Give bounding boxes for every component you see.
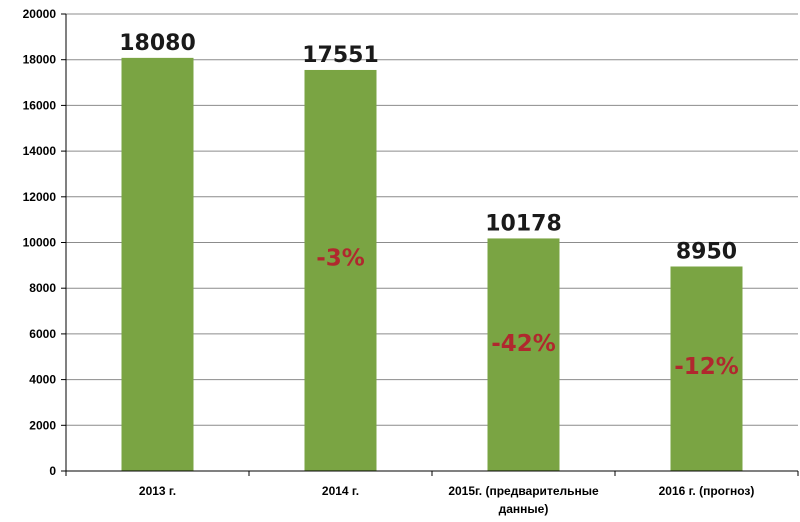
- data-labels: 18080 17551 10178 8950 -3% -42% -12%: [119, 31, 739, 380]
- y-tick-label: 0: [49, 464, 56, 478]
- value-label: 17551: [302, 43, 379, 68]
- percent-change-label: -3%: [316, 245, 365, 271]
- y-axis-ticks: 0 2000 4000 6000 8000 10000 12000 14000 16000 180…: [23, 7, 57, 478]
- x-tick-label: 2014 г.: [322, 484, 359, 498]
- bar: [487, 238, 560, 471]
- bars: [121, 57, 743, 471]
- y-tick-label: 18000: [23, 53, 57, 67]
- percent-change-label: -42%: [491, 331, 556, 357]
- percent-change-label: -12%: [674, 354, 739, 380]
- y-tick-label: 6000: [29, 327, 56, 341]
- y-tick-label: 20000: [23, 7, 57, 21]
- y-tick-label: 16000: [23, 98, 57, 112]
- y-tick-label: 2000: [29, 418, 56, 432]
- y-tick-label: 14000: [23, 144, 57, 158]
- value-label: 18080: [119, 31, 196, 56]
- value-label: 8950: [676, 239, 737, 264]
- x-axis-ticks: 2013 г. 2014 г. 2015г. (предварительные дан…: [139, 484, 754, 516]
- axes: [61, 13, 799, 476]
- bar: [121, 57, 194, 471]
- bar: [670, 266, 743, 471]
- x-tick-label: 2016 г. (прогноз): [659, 484, 755, 498]
- x-tick-label: 2013 г.: [139, 484, 176, 498]
- x-tick-label: 2015г. (предварительные данные): [448, 484, 599, 516]
- bar: [304, 69, 377, 471]
- value-label: 10178: [485, 211, 562, 236]
- y-tick-label: 4000: [29, 373, 56, 387]
- y-tick-label: 12000: [23, 190, 57, 204]
- y-tick-label: 8000: [29, 281, 56, 295]
- y-tick-label: 10000: [23, 236, 57, 250]
